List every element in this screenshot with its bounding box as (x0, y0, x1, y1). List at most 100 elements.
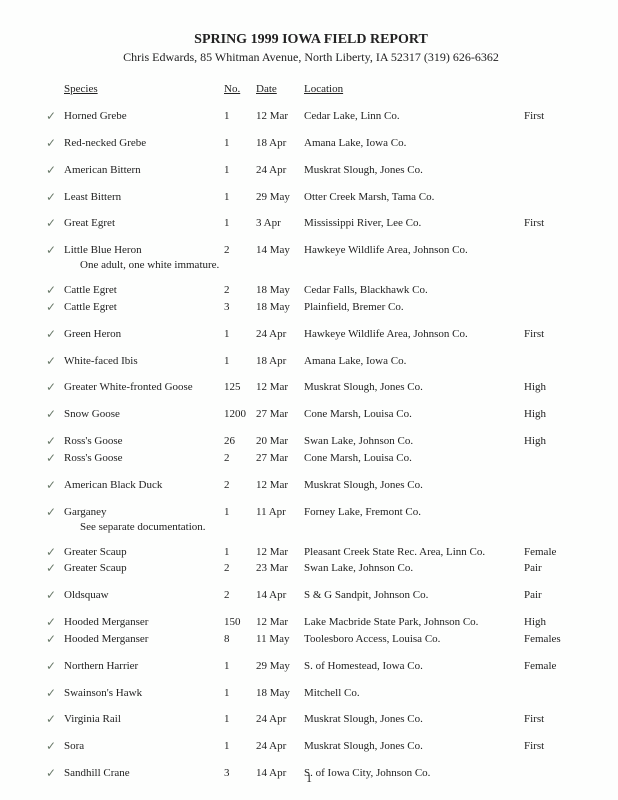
checkmark-icon: ✓ (46, 450, 56, 466)
cell-date: 27 Mar (256, 407, 304, 422)
observation-row: ✓Garganey111 AprForney Lake, Fremont Co. (44, 505, 578, 520)
header-location: Location (304, 83, 578, 95)
cell-no: 1 (224, 109, 256, 124)
checkmark-icon: ✓ (46, 282, 56, 298)
observation-row: ✓White-faced Ibis118 AprAmana Lake, Iowa… (44, 354, 578, 369)
checkmark-icon: ✓ (46, 135, 56, 151)
observation-row: ✓Great Egret13 AprMississippi River, Lee… (44, 216, 578, 231)
checkmark-icon: ✓ (46, 215, 56, 231)
cell-note: Pair (524, 588, 578, 603)
checkmark-icon: ✓ (46, 108, 56, 124)
observation-row: ✓Greater White-fronted Goose12512 MarMus… (44, 380, 578, 395)
cell-note: First (524, 216, 578, 231)
group-gap (44, 317, 578, 327)
group-gap (44, 233, 578, 243)
observation-row: ✓Greater Scaup112 MarPleasant Creek Stat… (44, 545, 578, 560)
cell-note: High (524, 434, 578, 449)
observation-subnote: See separate documentation. (44, 521, 578, 533)
cell-location: Forney Lake, Fremont Co. (304, 505, 524, 520)
cell-date: 11 Apr (256, 505, 304, 520)
observation-row: ✓Ross's Goose2620 MarSwan Lake, Johnson … (44, 434, 578, 449)
checkmark-icon: ✓ (46, 544, 56, 560)
observation-row: ✓Swainson's Hawk118 MayMitchell Co. (44, 686, 578, 701)
cell-note: High (524, 380, 578, 395)
cell-date: 20 Mar (256, 434, 304, 449)
cell-date: 11 May (256, 632, 304, 647)
observation-row: ✓Red-necked Grebe118 AprAmana Lake, Iowa… (44, 136, 578, 151)
observation-row: ✓Hooded Merganser15012 MarLake Macbride … (44, 615, 578, 630)
cell-date: 24 Apr (256, 712, 304, 727)
cell-species: Greater White-fronted Goose (64, 380, 224, 395)
cell-location: S. of Homestead, Iowa Co. (304, 659, 524, 674)
cell-species: Green Heron (64, 327, 224, 342)
cell-note: First (524, 327, 578, 342)
cell-no: 1 (224, 739, 256, 754)
group-gap (44, 180, 578, 190)
column-headers: Species No. Date Location (44, 83, 578, 95)
cell-location: Amana Lake, Iowa Co. (304, 354, 524, 369)
report-title: SPRING 1999 IOWA FIELD REPORT (44, 32, 578, 48)
cell-no: 2 (224, 451, 256, 466)
observation-row: ✓American Black Duck212 MarMuskrat Sloug… (44, 478, 578, 493)
cell-date: 18 May (256, 300, 304, 315)
observation-row: ✓Least Bittern129 MayOtter Creek Marsh, … (44, 190, 578, 205)
cell-species: Northern Harrier (64, 659, 224, 674)
cell-species: American Bittern (64, 163, 224, 178)
report-subtitle: Chris Edwards, 85 Whitman Avenue, North … (44, 50, 578, 65)
cell-location: Pleasant Creek State Rec. Area, Linn Co. (304, 545, 524, 560)
cell-no: 2 (224, 588, 256, 603)
group-gap (44, 424, 578, 434)
cell-note (524, 478, 578, 493)
group-gap (44, 344, 578, 354)
cell-date: 18 Apr (256, 354, 304, 369)
cell-species: Sora (64, 739, 224, 754)
cell-note (524, 354, 578, 369)
header-date: Date (256, 83, 304, 95)
cell-location: Swan Lake, Johnson Co. (304, 561, 524, 576)
cell-note: First (524, 712, 578, 727)
group-gap (44, 153, 578, 163)
cell-note (524, 505, 578, 520)
checkmark-icon: ✓ (46, 631, 56, 647)
cell-species: Great Egret (64, 216, 224, 231)
cell-note (524, 686, 578, 701)
cell-no: 8 (224, 632, 256, 647)
cell-location: Muskrat Slough, Jones Co. (304, 478, 524, 493)
checkmark-icon: ✓ (46, 326, 56, 342)
cell-note: Pair (524, 561, 578, 576)
checkmark-icon: ✓ (46, 504, 56, 520)
cell-location: Plainfield, Bremer Co. (304, 300, 524, 315)
group-gap (44, 370, 578, 380)
cell-date: 27 Mar (256, 451, 304, 466)
observation-subnote: One adult, one white immature. (44, 259, 578, 271)
cell-date: 23 Mar (256, 561, 304, 576)
observation-row: ✓Oldsquaw214 AprS & G Sandpit, Johnson C… (44, 588, 578, 603)
cell-species: Ross's Goose (64, 434, 224, 449)
cell-note (524, 451, 578, 466)
cell-note: Female (524, 545, 578, 560)
observation-row: ✓Snow Goose120027 MarCone Marsh, Louisa … (44, 407, 578, 422)
cell-note: High (524, 407, 578, 422)
header-species: Species (64, 83, 224, 95)
group-gap (44, 729, 578, 739)
cell-no: 1 (224, 545, 256, 560)
cell-no: 1 (224, 136, 256, 151)
cell-location: Swan Lake, Johnson Co. (304, 434, 524, 449)
checkmark-icon: ✓ (46, 587, 56, 603)
cell-date: 18 May (256, 686, 304, 701)
group-gap (44, 397, 578, 407)
cell-species: Horned Grebe (64, 109, 224, 124)
checkmark-icon: ✓ (46, 711, 56, 727)
group-gap (44, 605, 578, 615)
cell-species: Least Bittern (64, 190, 224, 205)
cell-location: Muskrat Slough, Jones Co. (304, 163, 524, 178)
cell-note (524, 190, 578, 205)
cell-no: 2 (224, 561, 256, 576)
group-gap (44, 206, 578, 216)
cell-no: 1 (224, 327, 256, 342)
cell-date: 29 May (256, 190, 304, 205)
cell-date: 24 Apr (256, 163, 304, 178)
observation-row: ✓Ross's Goose227 MarCone Marsh, Louisa C… (44, 451, 578, 466)
checkmark-icon: ✓ (46, 242, 56, 258)
group-gap (44, 649, 578, 659)
